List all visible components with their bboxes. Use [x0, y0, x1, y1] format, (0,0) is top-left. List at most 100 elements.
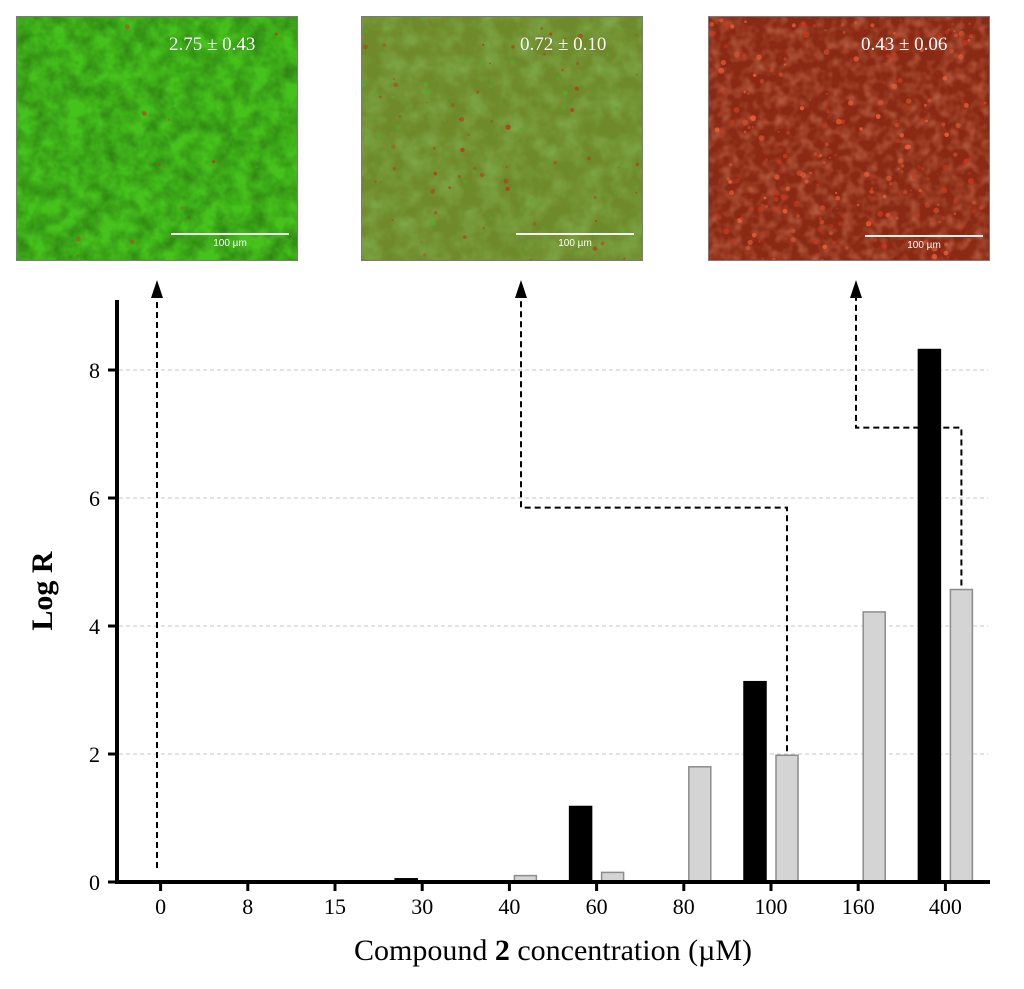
micrograph-speck: [941, 216, 946, 220]
micrograph-speck: [759, 115, 763, 119]
micrograph-speck: [406, 218, 409, 222]
micrograph-speck: [747, 239, 753, 245]
micrograph-speck: [733, 51, 740, 58]
micrograph-speck: [362, 99, 366, 104]
x-tick-label: 160: [842, 894, 875, 919]
micrograph-speck: [188, 216, 191, 219]
micrograph-speck: [836, 207, 839, 210]
micrograph-speck: [192, 160, 198, 166]
micrograph-speck: [462, 179, 467, 184]
micrograph-speck: [782, 153, 788, 159]
gridlines: [119, 369, 988, 755]
micrograph-speck: [747, 92, 750, 95]
micrograph-speck: [941, 122, 946, 127]
x-tick-label: 30: [411, 894, 433, 919]
micrograph-speck: [718, 67, 725, 74]
micrograph-speck: [510, 60, 514, 64]
micrograph-speck: [462, 235, 467, 239]
micrograph-speck: [472, 25, 477, 30]
micrograph-speck: [819, 153, 823, 158]
micrograph-panel-1: 0.72 ± 0.10 100 µm: [361, 16, 643, 261]
micrograph-speck: [623, 257, 626, 260]
micrograph-speck: [617, 166, 620, 169]
micrograph-panel-2: 0.43 ± 0.06 100 µm: [708, 16, 990, 261]
micrograph-speck: [931, 253, 938, 260]
micrograph-speck: [549, 32, 553, 36]
micrograph-speck: [425, 101, 428, 104]
micrograph-speck: [450, 103, 455, 108]
micrograph-speck: [640, 24, 642, 29]
micrograph-speck: [829, 168, 834, 173]
micrograph-speck: [180, 206, 184, 210]
micrograph-speck: [867, 195, 872, 199]
micrograph-speck: [778, 142, 783, 147]
micrograph-speck: [723, 22, 730, 29]
micrograph-speck: [574, 86, 579, 91]
micrograph-speck: [139, 19, 142, 22]
micrograph-speck: [869, 218, 872, 221]
micrograph-speck: [397, 205, 400, 208]
micrograph-speck: [971, 209, 976, 214]
bar-series-2-160: [862, 611, 886, 883]
micrograph-speck: [763, 196, 767, 200]
arrow-head-icon: [850, 280, 862, 298]
micrograph-speck: [870, 187, 874, 190]
micrograph-speck: [53, 164, 56, 167]
micrograph-speck: [488, 83, 494, 89]
micrograph-speck: [564, 37, 567, 40]
micrograph-speck: [838, 221, 843, 227]
micrograph-speck: [893, 32, 896, 35]
micrograph-speck: [757, 206, 764, 212]
micrograph-speck: [914, 213, 921, 219]
micrograph-speck: [423, 253, 427, 257]
micrograph-speck: [482, 226, 486, 230]
micrograph-speck: [723, 44, 728, 49]
scale-bar-label-0: 100 µm: [213, 238, 247, 249]
micrograph-speck: [709, 57, 712, 61]
micrograph-speck: [489, 216, 494, 221]
micrograph-speck: [430, 188, 436, 194]
micrograph-speck: [531, 226, 534, 229]
micrograph-speck: [742, 119, 749, 126]
micrograph-speck: [819, 205, 826, 211]
micrograph-speck: [962, 39, 968, 46]
micrograph-speck: [592, 246, 598, 251]
micrograph-speck: [981, 102, 986, 106]
micrograph-speck: [873, 237, 878, 242]
micrograph-speck: [878, 37, 884, 43]
micrograph-speck: [561, 68, 564, 72]
y-tick-label: 0: [89, 870, 100, 895]
micrograph-speck: [601, 41, 604, 44]
micrograph-speck: [853, 56, 859, 62]
bar-series-1-100: [743, 680, 767, 883]
micrograph-speck: [744, 20, 747, 23]
micrograph-speck: [953, 152, 958, 157]
micrograph-speck: [877, 211, 883, 217]
micrograph-speck: [936, 172, 939, 175]
micrograph-speck: [395, 124, 401, 130]
micrograph-speck: [910, 189, 912, 192]
micrograph-speck: [905, 105, 911, 111]
ratio-label-1: 0.72 ± 0.10: [520, 34, 607, 55]
micrograph-speck: [978, 205, 984, 211]
micrograph-speck: [434, 211, 438, 215]
micrograph-speck: [988, 162, 989, 166]
micrograph-speck: [735, 178, 741, 184]
micrograph-speck: [459, 116, 465, 122]
x-tick-labels: 0 8 15 30 40 60 80 100 160 400: [155, 882, 962, 919]
micrograph-speck: [864, 171, 870, 177]
micrograph-speck: [944, 242, 949, 247]
micrograph-speck: [393, 82, 398, 88]
micrograph-speck: [451, 67, 454, 70]
micrograph-speck: [635, 185, 638, 188]
micrograph-speck: [906, 144, 911, 149]
micrograph-speck: [943, 250, 949, 256]
micrograph-speck: [800, 106, 804, 111]
micrograph-speck: [942, 76, 948, 81]
micrograph-speck: [562, 90, 568, 96]
micrograph-speck: [790, 237, 796, 243]
x-tick-label: 40: [498, 894, 520, 919]
micrograph-panel-0: 2.75 ± 0.43 100 µm: [16, 16, 298, 261]
micrograph-speck: [901, 170, 904, 173]
micrograph-speck: [142, 111, 147, 116]
